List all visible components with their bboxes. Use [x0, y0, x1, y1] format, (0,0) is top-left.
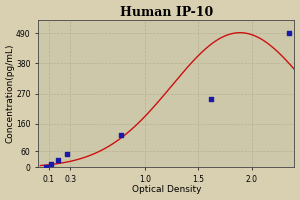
Point: [119, 133, 124, 136]
Point: [287, 32, 292, 35]
Title: Human IP-10: Human IP-10: [120, 6, 213, 19]
Point: [43, 165, 48, 168]
Y-axis label: Concentration(pg/mL): Concentration(pg/mL): [6, 44, 15, 143]
Point: [49, 163, 53, 166]
Point: [209, 97, 214, 101]
X-axis label: Optical Density: Optical Density: [132, 185, 201, 194]
Point: [56, 158, 61, 161]
Point: [64, 153, 69, 156]
